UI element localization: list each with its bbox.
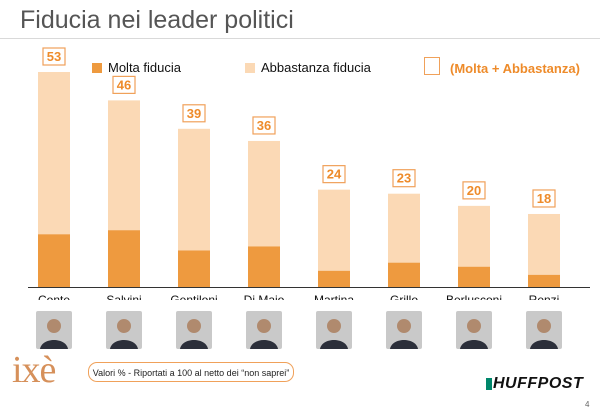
portrait-icon xyxy=(526,311,562,349)
title-divider xyxy=(0,38,600,39)
bar-molta xyxy=(388,262,420,287)
legend-total-box xyxy=(424,57,440,75)
category-label: Gentiloni xyxy=(170,293,217,300)
bar-abbastanza xyxy=(528,213,560,275)
total-label: 36 xyxy=(257,118,271,133)
bar-molta xyxy=(38,234,70,287)
bar-abbastanza xyxy=(388,193,420,263)
di-maio-photo xyxy=(246,311,282,349)
legend-molta-swatch xyxy=(92,62,102,73)
bar-abbastanza xyxy=(178,128,210,251)
bar-molta xyxy=(318,270,350,287)
total-label: 24 xyxy=(327,167,342,182)
bar-abbastanza xyxy=(108,100,140,231)
bar-molta xyxy=(248,246,280,287)
portrait-icon xyxy=(106,311,142,349)
salvini-photo xyxy=(106,311,142,349)
category-label: Grillo xyxy=(390,293,418,300)
martina-photo xyxy=(316,311,352,349)
category-label: Martina xyxy=(314,293,354,300)
category-label: Berlusconi xyxy=(446,293,502,300)
huffpost-mark-icon xyxy=(486,378,492,390)
page-title: Fiducia nei leader politici xyxy=(20,6,294,34)
portrait-icon xyxy=(176,311,212,349)
total-label: 53 xyxy=(47,49,61,64)
total-label-box xyxy=(252,116,276,135)
bar-abbastanza xyxy=(248,140,280,247)
total-label-box xyxy=(392,169,416,188)
category-label: Di Maio xyxy=(244,293,285,300)
stacked-bar-chart: 53 Conte 46 Salvini 39 Gentiloni 36 Di Maio 24 Ma… xyxy=(28,47,590,300)
category-label: Salvini xyxy=(106,293,141,300)
total-label-box xyxy=(322,165,346,184)
huffpost-logo: HUFFPOST xyxy=(493,375,584,392)
footnote: Valori % - Riportati a 100 al netto dei … xyxy=(88,362,294,382)
total-label-box xyxy=(462,181,486,200)
portrait-icon xyxy=(36,311,72,349)
page-number: 4 xyxy=(585,400,590,409)
conte-photo xyxy=(36,311,72,349)
bar-molta xyxy=(178,250,210,287)
portrait-icon xyxy=(316,311,352,349)
category-label: Renzi xyxy=(529,293,560,300)
portrait-icon xyxy=(386,311,422,349)
legend-total-label: (Molta + Abbastanza) xyxy=(450,61,580,76)
bar-abbastanza xyxy=(458,205,490,267)
berlusconi-photo xyxy=(456,311,492,349)
portrait-icon xyxy=(456,311,492,349)
legend-molta: Molta fiducia xyxy=(92,60,181,75)
bar-abbastanza xyxy=(38,72,70,235)
total-label: 20 xyxy=(467,183,481,198)
total-label: 18 xyxy=(537,191,551,206)
total-label-box xyxy=(182,104,206,123)
bar-abbastanza xyxy=(318,189,350,271)
legend-abbastanza-label: Abbastanza fiducia xyxy=(261,60,371,75)
total-label-box xyxy=(112,75,136,94)
grillo-photo xyxy=(386,311,422,349)
legend-abbastanza: Abbastanza fiducia xyxy=(245,60,371,75)
total-label-box xyxy=(42,47,66,66)
legend-molta-label: Molta fiducia xyxy=(108,60,181,75)
total-label: 46 xyxy=(117,77,131,92)
legend-abbastanza-swatch xyxy=(245,62,255,73)
total-label: 23 xyxy=(397,171,411,186)
gentiloni-photo xyxy=(176,311,212,349)
bar-molta xyxy=(108,230,140,287)
bar-molta xyxy=(528,274,560,287)
bar-molta xyxy=(458,266,490,287)
renzi-photo xyxy=(526,311,562,349)
ixe-logo: ixè xyxy=(12,349,56,391)
total-label: 39 xyxy=(187,106,201,121)
total-label-box xyxy=(532,189,556,208)
category-label: Conte xyxy=(38,293,70,300)
portrait-icon xyxy=(246,311,282,349)
